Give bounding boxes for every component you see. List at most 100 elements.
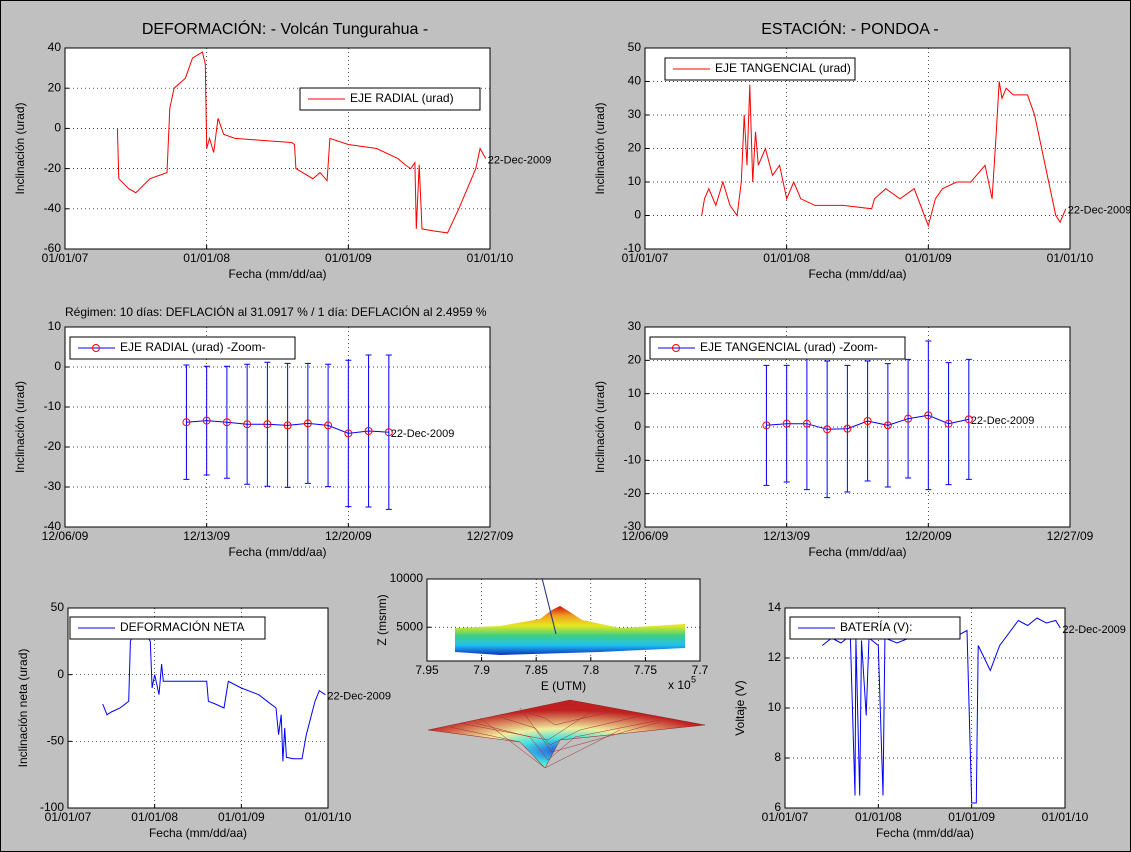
y-tick-label: 20 <box>48 80 62 94</box>
plot-frame <box>67 607 329 809</box>
y-tick-label: -40 <box>44 201 62 215</box>
x-axis-label: Fecha (mm/dd/aa) <box>149 826 247 840</box>
y-tick-label: 20 <box>628 353 642 367</box>
annotation: 22-Dec-2009 <box>488 154 552 166</box>
x-tick-label: 01/01/08 <box>763 251 810 265</box>
chart: 01/01/07 01/01/08 01/01/09 01/01/10 -100 -50 0… <box>16 600 391 840</box>
y-tick-label: -100 <box>40 800 64 814</box>
data-marker <box>222 418 231 427</box>
y-tick-label: 6 <box>774 800 781 814</box>
y-tick-label: 0 <box>57 667 64 681</box>
annotation: 22-Dec-2009 <box>1062 624 1126 636</box>
y-tick-label: 0 <box>54 121 61 135</box>
chart: 01/01/07 01/01/08 01/01/09 01/01/10 -60 -40 -2… <box>13 40 551 281</box>
annotation: 22-Dec-2009 <box>971 415 1035 427</box>
x-axis-label: Fecha (mm/dd/aa) <box>808 545 906 559</box>
y-tick-label: 0 <box>634 208 641 222</box>
mesh-line <box>449 726 546 769</box>
legend-label: EJE RADIAL (urad) -Zoom- <box>120 340 266 354</box>
data-marker <box>823 425 832 434</box>
charts: 01/01/07 01/01/08 01/01/09 01/01/10 -60 -40 -2… <box>13 40 1131 840</box>
x-tick-label: 01/01/07 <box>622 251 669 265</box>
mesh-decoration <box>427 699 706 769</box>
legend-label: EJE TANGENCIAL (urad) -Zoom- <box>700 340 878 354</box>
data-marker <box>182 418 191 427</box>
legend-marker <box>92 344 100 352</box>
chart: 01/01/07 01/01/08 01/01/09 01/01/10 6 8 10 12 14… <box>733 600 1126 840</box>
x-multiplier: x 10 <box>668 678 691 692</box>
x-tick-label: 12/13/09 <box>183 529 230 543</box>
vent-line <box>541 577 557 635</box>
x-tick-label: 01/01/10 <box>1042 810 1089 824</box>
y-tick-label: -20 <box>44 439 62 453</box>
plot-frame <box>644 326 1071 528</box>
x-tick-label: 01/01/08 <box>855 810 902 824</box>
data-marker <box>802 419 811 428</box>
data-marker <box>904 414 913 423</box>
mesh-line <box>519 707 661 753</box>
y-axis-label: Inclinación (urad) <box>13 102 27 194</box>
y-tick-label: 0 <box>634 419 641 433</box>
x-tick-label: 7.95 <box>415 663 439 677</box>
data-marker <box>883 421 892 430</box>
y-tick-label: 10 <box>768 700 782 714</box>
x-tick-label: 01/01/07 <box>45 810 92 824</box>
x-tick-label: 7.7 <box>692 663 709 677</box>
data-marker <box>924 411 933 420</box>
annotation: 22-Dec-2009 <box>391 428 455 440</box>
x-tick-label: 01/01/10 <box>305 810 352 824</box>
data-marker <box>263 420 272 429</box>
y-tick-label: 40 <box>48 40 62 54</box>
x-tick-label: 7.8 <box>582 663 599 677</box>
x-axis-label: Fecha (mm/dd/aa) <box>228 267 326 281</box>
data-marker <box>202 416 211 425</box>
legend-label: EJE RADIAL (urad) <box>350 91 454 105</box>
data-marker <box>283 421 292 430</box>
mesh-line <box>479 717 621 769</box>
y-tick-label: -10 <box>624 241 642 255</box>
data-marker <box>243 420 252 429</box>
x-axis-label: Fecha (mm/dd/aa) <box>808 267 906 281</box>
x-tick-label: 01/01/10 <box>467 251 514 265</box>
x-tick-label: 01/01/09 <box>218 810 265 824</box>
x-tick-label: 12/06/09 <box>42 529 89 543</box>
y-tick-label: 12 <box>768 650 782 664</box>
x-axis-label: Fecha (mm/dd/aa) <box>876 826 974 840</box>
y-tick-label: -20 <box>44 161 62 175</box>
legend-label: EJE TANGENCIAL (urad) <box>715 61 851 75</box>
plot-frame <box>64 47 491 250</box>
x-tick-label: 7.9 <box>473 663 490 677</box>
x-tick-label: 7.75 <box>634 663 658 677</box>
plot-frame <box>644 47 1071 250</box>
error-bar <box>965 358 972 480</box>
x-tick-label: 01/01/07 <box>762 810 809 824</box>
y-axis-label: Inclinación (urad) <box>593 102 607 194</box>
left-title: DEFORMACIÓN: - Volcán Tungurahua - <box>142 19 428 38</box>
y-tick-label: 10 <box>628 386 642 400</box>
annotation: 22-Dec-2009 <box>327 691 391 703</box>
data-marker <box>762 421 771 430</box>
right-title: ESTACIÓN: - PONDOA - <box>761 19 939 38</box>
chart: 12/06/09 12/13/09 12/20/09 12/27/09 -30 -20 -1… <box>593 319 1094 559</box>
legend-box <box>664 57 856 81</box>
plot-frame <box>426 578 701 662</box>
legend-box <box>649 336 906 360</box>
plot-area <box>65 327 490 527</box>
x-tick-label: 12/27/09 <box>1047 529 1094 543</box>
y-tick-label: -40 <box>44 519 62 533</box>
legend-label: BATERÍA (V): <box>840 619 912 634</box>
plot-area <box>68 608 328 808</box>
x-axis-label: E (UTM) <box>541 679 586 693</box>
y-tick-label: 10000 <box>390 571 424 585</box>
y-tick-label: -20 <box>624 486 642 500</box>
legend-box <box>789 616 961 640</box>
x-tick-label: 12/20/09 <box>325 529 372 543</box>
legend-marker <box>672 344 680 352</box>
data-marker <box>384 428 393 437</box>
x-tick-label: 01/01/10 <box>1047 251 1094 265</box>
x-tick-label: 01/01/07 <box>42 251 89 265</box>
x-tick-label: 12/20/09 <box>905 529 952 543</box>
annotation: 22-Dec-2009 <box>1068 205 1131 217</box>
plot-area <box>65 48 490 249</box>
